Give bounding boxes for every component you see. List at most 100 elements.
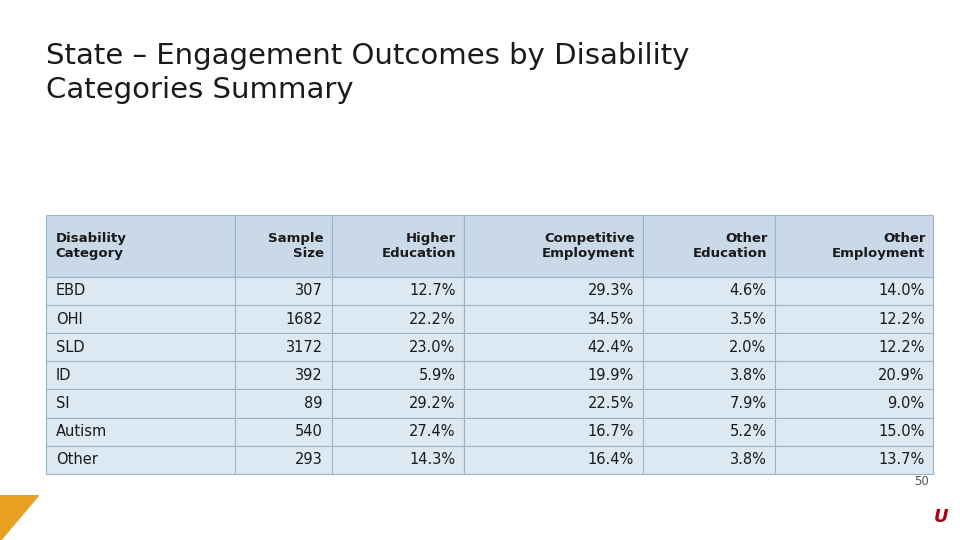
- Bar: [642, 361, 775, 389]
- Text: 19.9%: 19.9%: [588, 368, 634, 383]
- Bar: [331, 215, 464, 277]
- Text: 12.2%: 12.2%: [878, 340, 924, 355]
- Text: 7.9%: 7.9%: [730, 396, 766, 411]
- Bar: [775, 215, 933, 277]
- Bar: [331, 333, 464, 361]
- Text: 16.7%: 16.7%: [588, 424, 634, 439]
- Text: Other: Other: [56, 453, 98, 468]
- Text: 12.7%: 12.7%: [409, 284, 455, 299]
- Bar: [464, 361, 642, 389]
- Bar: [46, 361, 234, 389]
- Text: Autism: Autism: [56, 424, 107, 439]
- Text: 23.0%: 23.0%: [409, 340, 455, 355]
- Text: 20.9%: 20.9%: [878, 368, 924, 383]
- Bar: [642, 389, 775, 417]
- Bar: [775, 361, 933, 389]
- Bar: [46, 333, 234, 361]
- Text: 1682: 1682: [286, 312, 323, 327]
- Bar: [331, 446, 464, 474]
- Bar: [642, 277, 775, 305]
- Bar: [464, 333, 642, 361]
- Text: 29.2%: 29.2%: [409, 396, 455, 411]
- Text: 307: 307: [295, 284, 323, 299]
- Text: 34.5%: 34.5%: [588, 312, 634, 327]
- Bar: [234, 277, 331, 305]
- Bar: [46, 277, 234, 305]
- Bar: [46, 305, 234, 333]
- Text: 15.0%: 15.0%: [878, 424, 924, 439]
- Bar: [46, 417, 234, 446]
- Bar: [464, 277, 642, 305]
- Bar: [642, 446, 775, 474]
- Text: 22.5%: 22.5%: [588, 396, 634, 411]
- Text: Other
Employment: Other Employment: [832, 232, 925, 260]
- Text: 42.4%: 42.4%: [588, 340, 634, 355]
- Bar: [46, 389, 234, 417]
- Text: 12.2%: 12.2%: [878, 312, 924, 327]
- Text: 3.8%: 3.8%: [730, 453, 766, 468]
- Text: EBD: EBD: [56, 284, 86, 299]
- Text: Sample
Size: Sample Size: [269, 232, 324, 260]
- Text: SI: SI: [56, 396, 69, 411]
- Bar: [464, 446, 642, 474]
- Bar: [775, 446, 933, 474]
- Text: 22.2%: 22.2%: [409, 312, 455, 327]
- Bar: [234, 305, 331, 333]
- Bar: [642, 305, 775, 333]
- Text: 3.5%: 3.5%: [730, 312, 766, 327]
- Bar: [331, 277, 464, 305]
- Polygon shape: [0, 495, 38, 540]
- Text: Competitive
Employment: Competitive Employment: [541, 232, 635, 260]
- Bar: [331, 305, 464, 333]
- Text: State – Engagement Outcomes by Disability
Categories Summary: State – Engagement Outcomes by Disabilit…: [46, 42, 689, 104]
- Text: 392: 392: [295, 368, 323, 383]
- Text: SLD: SLD: [56, 340, 84, 355]
- Text: Center for Change in Transition Services | www.seattleu.edu/ccts | CC BY 4.0: Center for Change in Transition Services…: [43, 512, 521, 523]
- Text: ID: ID: [56, 368, 71, 383]
- Bar: [642, 417, 775, 446]
- Text: Higher
Education: Higher Education: [382, 232, 456, 260]
- Bar: [234, 361, 331, 389]
- Text: Disability
Category: Disability Category: [56, 232, 127, 260]
- Text: Other
Education: Other Education: [693, 232, 767, 260]
- Bar: [642, 215, 775, 277]
- Text: 540: 540: [295, 424, 323, 439]
- Bar: [234, 417, 331, 446]
- Text: 2.0%: 2.0%: [730, 340, 766, 355]
- Bar: [46, 446, 234, 474]
- Bar: [775, 277, 933, 305]
- Text: 5.9%: 5.9%: [419, 368, 455, 383]
- Bar: [46, 215, 234, 277]
- Text: 27.4%: 27.4%: [409, 424, 455, 439]
- Text: 13.7%: 13.7%: [878, 453, 924, 468]
- Text: 14.0%: 14.0%: [878, 284, 924, 299]
- Bar: [234, 446, 331, 474]
- Bar: [331, 361, 464, 389]
- Text: 3.8%: 3.8%: [730, 368, 766, 383]
- Text: 293: 293: [295, 453, 323, 468]
- Bar: [775, 333, 933, 361]
- Text: 9.0%: 9.0%: [887, 396, 924, 411]
- Text: 29.3%: 29.3%: [588, 284, 634, 299]
- Bar: [775, 305, 933, 333]
- Bar: [642, 333, 775, 361]
- Text: 50: 50: [915, 475, 929, 488]
- Text: 5.2%: 5.2%: [730, 424, 766, 439]
- Bar: [464, 417, 642, 446]
- Text: U: U: [934, 509, 948, 526]
- Bar: [464, 305, 642, 333]
- Bar: [464, 389, 642, 417]
- Bar: [234, 215, 331, 277]
- Bar: [775, 417, 933, 446]
- Text: 89: 89: [304, 396, 323, 411]
- Bar: [775, 389, 933, 417]
- Bar: [464, 215, 642, 277]
- Text: 4.6%: 4.6%: [730, 284, 766, 299]
- Text: SEATTLE: SEATTLE: [859, 509, 946, 526]
- Bar: [331, 389, 464, 417]
- Text: 14.3%: 14.3%: [409, 453, 455, 468]
- Bar: [234, 333, 331, 361]
- Bar: [331, 417, 464, 446]
- Text: 3172: 3172: [286, 340, 323, 355]
- Text: OHI: OHI: [56, 312, 83, 327]
